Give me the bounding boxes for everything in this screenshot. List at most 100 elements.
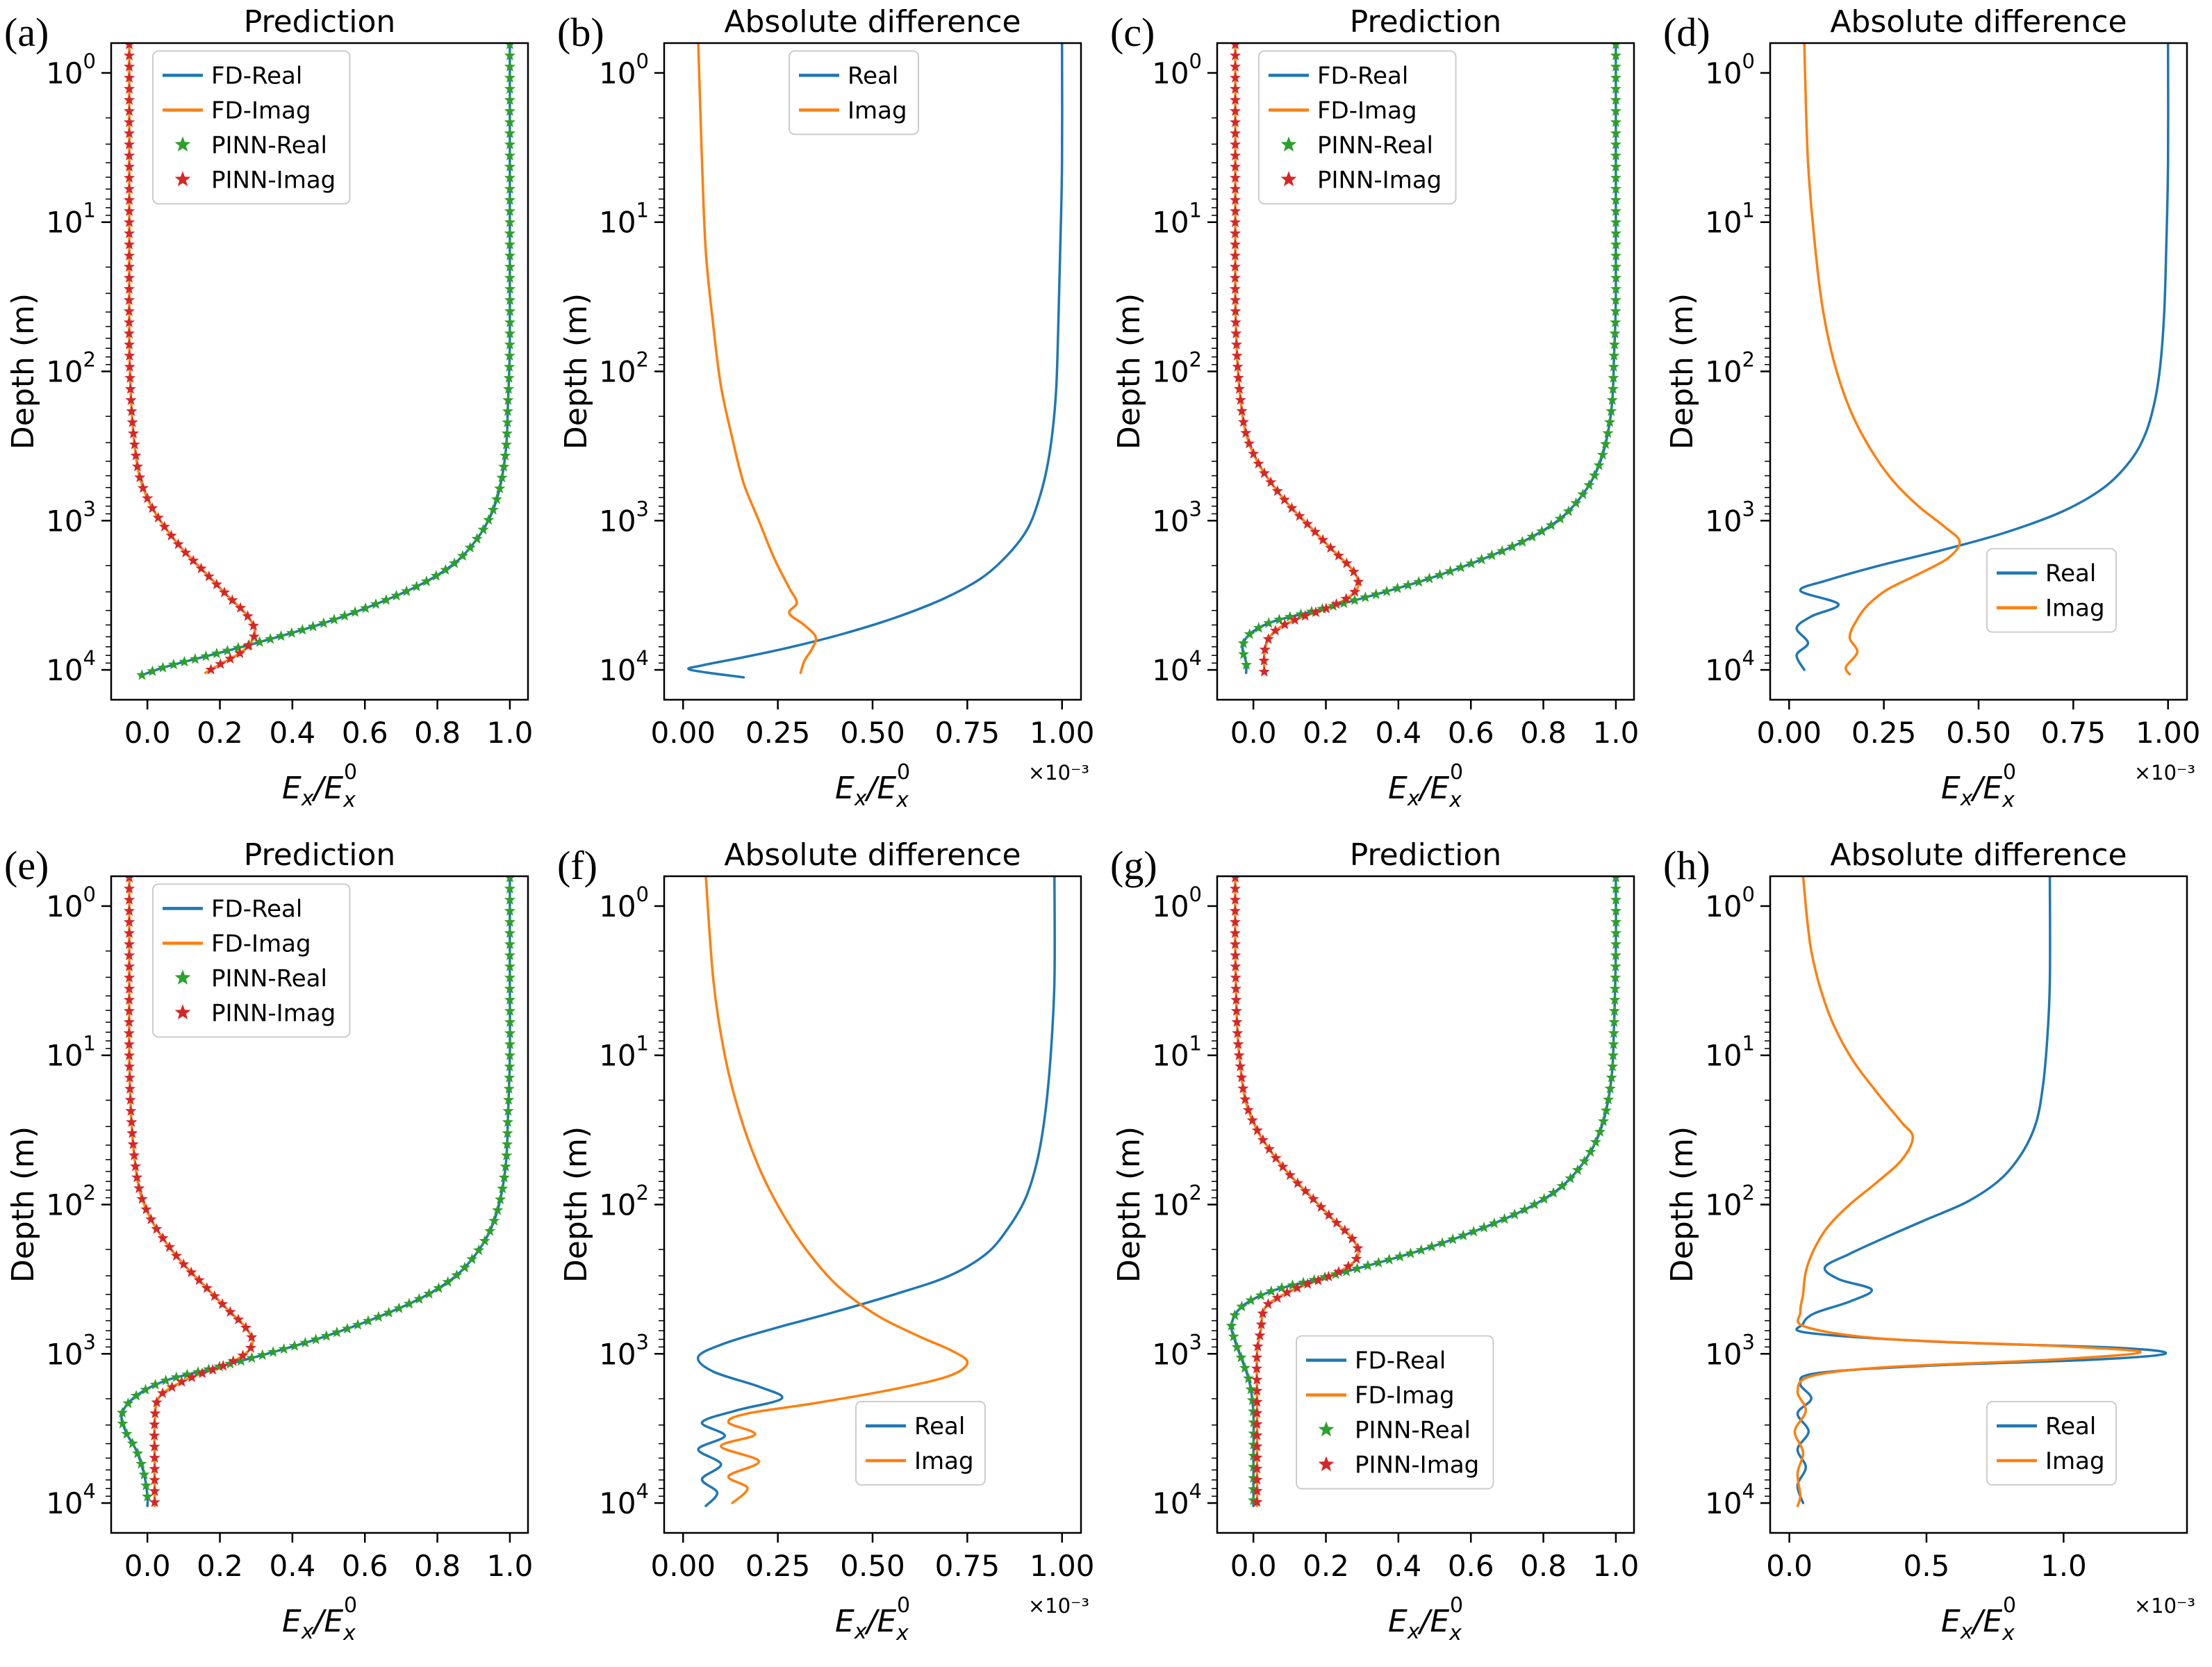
star-marker xyxy=(504,361,515,372)
star-marker xyxy=(504,105,515,116)
star-marker xyxy=(1276,1282,1288,1293)
star-marker xyxy=(380,594,392,605)
star-marker xyxy=(1373,1256,1385,1267)
star-marker xyxy=(1270,1152,1282,1163)
star-marker xyxy=(217,1298,229,1309)
x-tick-label: 0.2 xyxy=(197,716,243,750)
star-marker xyxy=(1242,1104,1254,1115)
y-tick-label: 104 xyxy=(599,646,649,687)
series-group xyxy=(1795,44,2170,676)
x-tick-label: 0.8 xyxy=(414,1549,461,1583)
star-marker xyxy=(1230,305,1241,316)
star-marker xyxy=(504,971,515,983)
star-marker xyxy=(140,1479,152,1491)
star-marker xyxy=(504,49,515,60)
star-marker xyxy=(1455,561,1467,573)
series-pinn-imag-markers xyxy=(123,44,260,675)
star-marker xyxy=(1332,1265,1344,1277)
star-marker xyxy=(179,655,190,667)
star-marker xyxy=(157,1232,169,1243)
star-marker xyxy=(1248,1483,1260,1494)
star-marker xyxy=(430,570,442,581)
star-marker xyxy=(124,960,135,971)
x-tick-label: 1.0 xyxy=(1593,716,1640,750)
star-marker xyxy=(1519,1204,1530,1215)
star-marker xyxy=(1246,1114,1258,1126)
star-marker xyxy=(1241,659,1253,670)
y-axis-label: Depth (m) xyxy=(1665,293,1700,450)
legend-box xyxy=(1986,1401,2117,1486)
star-marker xyxy=(130,1160,142,1172)
star-marker xyxy=(208,1290,220,1301)
legend-label: PINN-Real xyxy=(211,131,327,159)
star-marker xyxy=(207,1363,219,1375)
legend-box xyxy=(789,50,919,136)
star-marker xyxy=(504,127,515,138)
star-marker xyxy=(123,1038,135,1049)
star-marker xyxy=(1323,1209,1335,1220)
y-tick-label: 100 xyxy=(599,882,649,923)
star-marker xyxy=(1608,350,1620,361)
x-axis-label: Ex/Ex0 xyxy=(282,760,357,812)
star-marker xyxy=(1597,1115,1610,1126)
x-tick-label: 0.25 xyxy=(1851,716,1917,750)
y-tick-label: 103 xyxy=(1152,497,1202,538)
star-marker xyxy=(1351,1263,1363,1274)
axes-frame xyxy=(1769,875,2188,1534)
star-marker xyxy=(124,882,135,894)
star-marker xyxy=(1458,1229,1469,1240)
star-marker xyxy=(163,1241,176,1252)
x-axis: 0.00 0.25 0.50 0.75 1.00 xyxy=(651,700,1094,750)
star-marker xyxy=(123,261,135,272)
star-marker xyxy=(1302,1278,1314,1289)
legend: FD-Real FD-Imag PINN-Real PINN-Imag xyxy=(1258,50,1457,205)
legend-label: FD-Real xyxy=(1317,62,1408,90)
star-marker xyxy=(132,1447,144,1459)
star-marker xyxy=(504,172,515,183)
y-axis-label: Depth (m) xyxy=(559,293,594,450)
x-tick-label: 0.2 xyxy=(1303,716,1349,750)
star-marker xyxy=(1600,438,1612,449)
panel-title: Prediction xyxy=(244,4,396,40)
star-marker xyxy=(1486,549,1498,561)
star-marker xyxy=(504,927,515,938)
x-tick-label: 1.0 xyxy=(487,716,534,750)
y-tick-label: 100 xyxy=(1705,882,1755,923)
star-marker xyxy=(1488,1217,1500,1229)
star-marker xyxy=(1230,138,1241,149)
star-marker xyxy=(1610,238,1622,249)
star-marker xyxy=(1610,283,1622,294)
star-marker xyxy=(131,1172,143,1183)
star-marker xyxy=(123,316,135,327)
star-marker xyxy=(1284,1169,1296,1181)
star-marker xyxy=(1608,372,1619,383)
star-marker xyxy=(504,1071,515,1083)
star-marker xyxy=(1248,1472,1260,1483)
star-marker xyxy=(242,640,254,651)
star-marker xyxy=(1320,602,1332,614)
y-axis-label: Depth (m) xyxy=(6,1126,41,1283)
star-marker xyxy=(1496,545,1508,556)
star-marker xyxy=(1610,882,1621,894)
star-marker xyxy=(124,338,135,350)
x-tick-label: 0.6 xyxy=(342,716,388,750)
star-marker xyxy=(1593,459,1605,470)
y-tick-label: 103 xyxy=(46,497,96,538)
star-marker xyxy=(1233,1049,1245,1060)
star-marker xyxy=(1528,1199,1540,1210)
star-marker xyxy=(124,249,135,261)
star-marker xyxy=(234,602,247,613)
star-marker xyxy=(124,1049,135,1060)
star-marker xyxy=(1232,1038,1244,1049)
panel-letter: (b) xyxy=(557,10,604,55)
star-marker xyxy=(224,1358,236,1369)
star-marker xyxy=(328,614,340,625)
star-marker xyxy=(1578,1155,1590,1167)
star-marker xyxy=(197,1367,208,1379)
star-marker xyxy=(1585,1146,1596,1157)
star-marker xyxy=(317,617,329,628)
y-tick-label: 104 xyxy=(1152,1479,1202,1520)
x-tick-label: 0.50 xyxy=(840,1549,905,1583)
x-axis-label: Ex/Ex0 xyxy=(1388,760,1463,812)
